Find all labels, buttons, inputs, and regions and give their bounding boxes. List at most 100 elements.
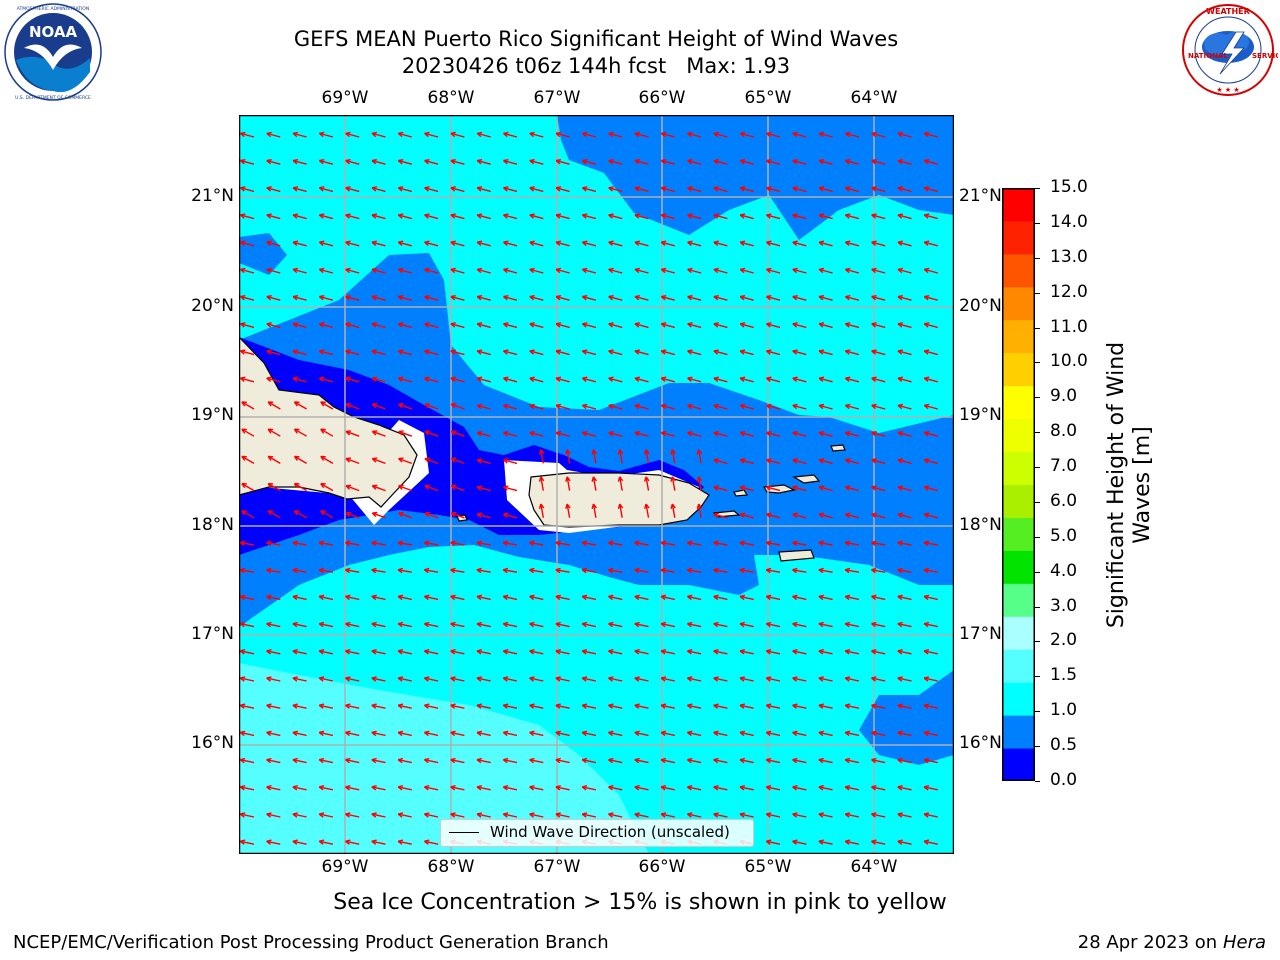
wave-arrow xyxy=(897,594,912,601)
svg-text:★ ★ ★: ★ ★ ★ xyxy=(1216,86,1239,94)
colorbar-tick-mark xyxy=(1035,711,1040,713)
colorbar-tick-mark xyxy=(1035,501,1040,503)
wave-arrow xyxy=(292,730,307,737)
wave-arrow xyxy=(266,676,281,682)
wave-arrow xyxy=(634,267,649,274)
wave-arrow xyxy=(450,567,465,574)
lon-label-top-2: 68°W xyxy=(427,88,475,108)
wave-arrow xyxy=(267,401,281,410)
wave-arrow xyxy=(818,403,833,410)
wave-arrow xyxy=(266,703,281,709)
wave-arrow xyxy=(687,213,702,220)
wave-arrow xyxy=(345,457,360,465)
map-legend: Wind Wave Direction (unscaled) xyxy=(440,819,754,847)
wave-arrow xyxy=(608,567,623,574)
wave-arrow xyxy=(371,567,386,574)
wave-arrow xyxy=(555,621,570,628)
wave-arrow xyxy=(318,213,334,220)
wave-arrow xyxy=(739,512,754,519)
wave-arrow xyxy=(686,730,702,737)
colorbar-segment xyxy=(1002,748,1035,781)
wave-arrow xyxy=(818,839,833,845)
wave-arrow xyxy=(266,621,281,628)
wave-arrow xyxy=(529,430,544,437)
wave-arrow xyxy=(696,449,703,464)
wave-arrow xyxy=(555,158,570,165)
wave-arrow xyxy=(555,213,570,220)
colorbar-tick-label: 14.0 xyxy=(1050,211,1088,232)
wave-arrow xyxy=(713,213,728,220)
wave-arrow xyxy=(634,676,649,682)
wave-arrow xyxy=(923,349,938,356)
colorbar-segment xyxy=(1002,682,1035,716)
wave-arrow xyxy=(266,812,281,818)
wave-arrow xyxy=(923,267,938,274)
wave-arrow xyxy=(818,458,833,465)
wave-arrow xyxy=(660,757,675,764)
wave-arrow xyxy=(423,785,439,791)
wave-arrow xyxy=(450,511,465,519)
wave-arrow xyxy=(792,621,807,628)
wave-arrow xyxy=(581,131,597,138)
wave-arrow xyxy=(871,267,886,274)
wave-arrow xyxy=(871,322,886,329)
wave-arrow xyxy=(502,812,518,818)
wave-arrow xyxy=(660,186,675,193)
wave-arrow xyxy=(555,757,570,764)
wave-arrow xyxy=(476,812,491,818)
footer-producer: NCEP/EMC/Verification Post Processing Pr… xyxy=(13,932,609,953)
wave-arrow xyxy=(424,430,439,437)
wave-arrow xyxy=(398,457,413,465)
wave-arrow xyxy=(529,785,544,791)
wave-arrow xyxy=(371,649,386,655)
wave-arrow xyxy=(844,240,860,247)
wave-arrow xyxy=(292,785,307,791)
wave-arrow xyxy=(292,376,307,383)
lat-label-left-3: 19°N xyxy=(191,405,234,425)
wave-arrow xyxy=(897,186,912,193)
wave-arrow xyxy=(345,430,360,437)
wave-arrow xyxy=(660,703,675,709)
footer-machine: Hera xyxy=(1222,932,1266,953)
wave-arrow xyxy=(871,594,886,601)
wave-arrow xyxy=(266,186,281,193)
colorbar-tick-mark xyxy=(1035,292,1040,294)
wave-arrow xyxy=(240,376,255,383)
wave-arrow xyxy=(397,540,412,547)
wave-arrow xyxy=(713,267,728,274)
lat-label-right-1: 21°N xyxy=(959,186,1002,206)
wave-arrow xyxy=(529,676,544,682)
wave-arrow xyxy=(371,267,386,274)
wave-arrow xyxy=(713,403,728,410)
wave-arrow xyxy=(529,131,544,138)
wave-arrow xyxy=(450,540,465,547)
wave-arrow xyxy=(686,812,702,818)
wave-arrow xyxy=(397,730,412,737)
wave-arrow xyxy=(581,322,597,329)
wave-arrow xyxy=(871,621,886,628)
wave-arrow xyxy=(923,322,938,329)
wave-arrow xyxy=(739,349,754,356)
wave-arrow xyxy=(266,322,281,329)
wave-arrow xyxy=(739,757,754,764)
wave-arrow xyxy=(766,267,781,274)
wave-arrow xyxy=(476,703,491,709)
colorbar-segment xyxy=(1002,715,1035,749)
wave-arrow xyxy=(529,322,544,329)
wave-arrow xyxy=(792,485,807,492)
wave-arrow xyxy=(318,294,334,301)
wave-arrow xyxy=(608,676,623,682)
wave-arrow xyxy=(897,158,912,165)
wave-arrow xyxy=(765,649,781,655)
wave-arrow xyxy=(529,649,544,655)
lon-label-top-3: 67°W xyxy=(533,88,581,108)
wave-arrow xyxy=(608,703,623,709)
wave-arrow xyxy=(476,458,491,465)
wave-arrow xyxy=(292,158,307,165)
wave-arrow xyxy=(345,403,360,410)
wave-arrow xyxy=(450,131,465,138)
wave-arrow xyxy=(766,403,781,410)
wave-arrow xyxy=(239,621,255,628)
wave-arrow xyxy=(371,158,386,165)
wave-arrow xyxy=(897,757,912,764)
